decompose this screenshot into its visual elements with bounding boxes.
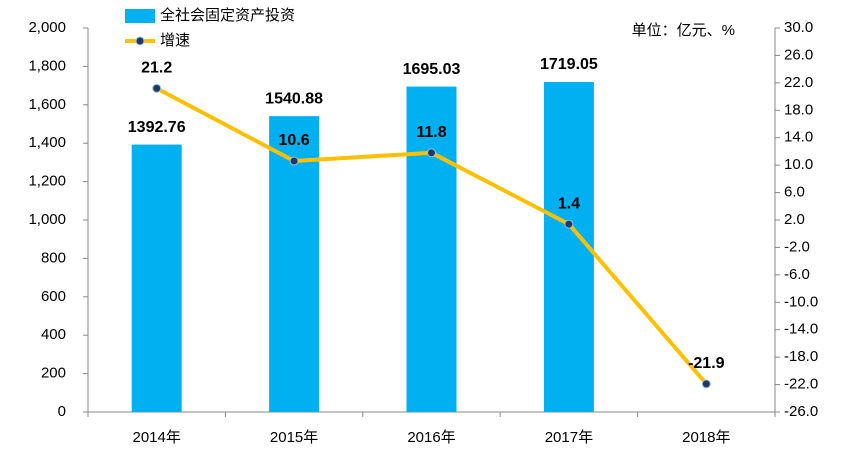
x-tick-label: 2015年 (270, 429, 318, 446)
line-label: 1.4 (558, 195, 580, 212)
y-tick-label: 1,200 (28, 173, 66, 190)
y2-tick-label: -22.0 (784, 376, 818, 393)
y-tick-label: 1,000 (28, 211, 66, 228)
bar-label: 1695.03 (403, 61, 461, 78)
y2-tick-label: 30.0 (784, 19, 813, 36)
legend-label: 全社会固定资产投资 (160, 6, 295, 24)
y2-tick-label: 22.0 (784, 74, 813, 91)
legend-marker (135, 36, 145, 46)
y-tick-label: 2,000 (28, 19, 66, 36)
y2-tick-label: 18.0 (784, 101, 813, 118)
y2-tick-label: 2.0 (784, 211, 805, 228)
x-tick-label: 2017年 (545, 429, 593, 446)
bar (131, 144, 182, 412)
y-tick-label: 800 (41, 249, 66, 266)
line-label: 11.8 (416, 124, 446, 141)
bar (406, 86, 457, 413)
y2-tick-label: -6.0 (784, 266, 810, 283)
legend-label: 增速 (160, 32, 190, 49)
line-marker (289, 156, 299, 166)
x-tick-label: 2018年 (682, 429, 730, 446)
line-label: 21.2 (141, 60, 172, 77)
y-tick-label: 1,400 (28, 134, 66, 151)
y2-tick-label: -10.0 (784, 293, 818, 310)
line-marker (701, 379, 711, 389)
bar-label: 1719.05 (540, 56, 598, 73)
y-tick-label: 600 (41, 288, 66, 305)
y2-tick-label: 6.0 (784, 184, 805, 201)
y2-tick-label: -18.0 (784, 348, 818, 365)
x-tick-label: 2014年 (133, 429, 181, 446)
line-marker (427, 148, 436, 158)
y-tick-label: 200 (41, 365, 66, 382)
y-tick-label: 400 (41, 326, 66, 343)
bar-label: 1392.76 (128, 119, 186, 136)
x-tick-label: 2016年 (407, 429, 455, 446)
y2-tick-label: 10.0 (784, 156, 813, 173)
y-tick-label: 1,600 (28, 96, 66, 113)
y2-tick-label: -14.0 (784, 321, 818, 338)
line-marker (564, 219, 574, 229)
y2-tick-label: -26.0 (784, 403, 818, 420)
y2-tick-label: 14.0 (784, 129, 813, 146)
y2-tick-label: 26.0 (784, 46, 813, 63)
bar-label: 1540.88 (265, 90, 323, 107)
legend-swatch-bar (125, 9, 155, 23)
y-tick-label: 1,800 (28, 57, 66, 74)
line-label: -21.9 (688, 355, 725, 372)
unit-note: 单位：亿元、% (632, 22, 735, 39)
line-label: 10.6 (279, 132, 310, 149)
y-tick-label: 0 (58, 403, 66, 420)
y2-tick-label: -2.0 (784, 238, 810, 255)
bar (543, 81, 594, 413)
line-marker (152, 83, 162, 93)
